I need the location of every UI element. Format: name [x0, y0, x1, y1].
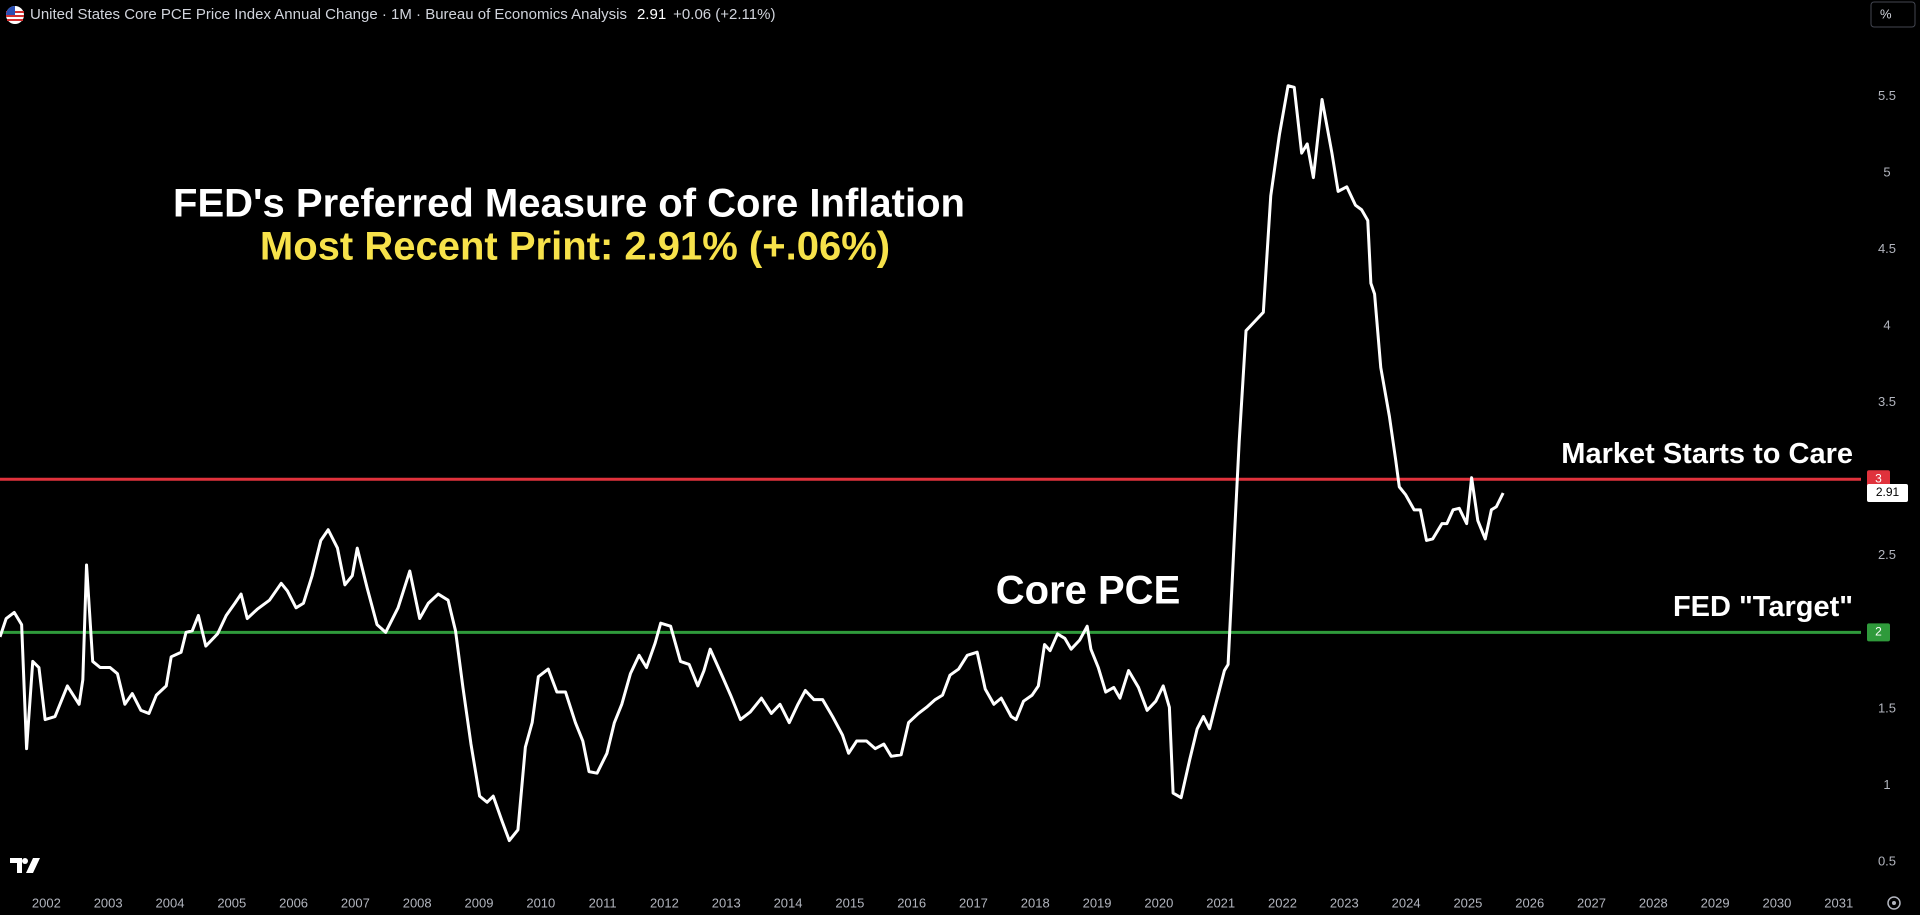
- level-badge: [1867, 470, 1890, 489]
- symbol-name: United States Core PCE Price Index Annua…: [30, 6, 627, 23]
- x-tick-label: 2014: [774, 895, 803, 910]
- x-tick-label: 2016: [897, 895, 926, 910]
- x-tick-label: 2008: [403, 895, 432, 910]
- unit-button[interactable]: %: [1870, 1, 1916, 28]
- flag-icon: [6, 6, 24, 24]
- x-tick-label: 2019: [1083, 895, 1112, 910]
- x-tick-label: 2010: [526, 895, 555, 910]
- settings-icon[interactable]: [1887, 896, 1901, 910]
- level-badge-label: 3: [1875, 471, 1882, 485]
- y-tick-label: 1.5: [1878, 700, 1896, 715]
- x-tick-label: 2009: [465, 895, 494, 910]
- price: 2.91: [637, 6, 666, 23]
- level-badge-label: 2: [1875, 624, 1882, 638]
- x-tick-label: 2022: [1268, 895, 1297, 910]
- x-tick-label: 2025: [1453, 895, 1482, 910]
- y-tick-label: 5: [1883, 164, 1890, 179]
- x-tick-label: 2018: [1021, 895, 1050, 910]
- unit-button-label[interactable]: %: [1880, 6, 1892, 21]
- x-tick-label: 2017: [959, 895, 988, 910]
- y-tick-label: 1: [1883, 777, 1890, 792]
- y-tick-label: 4.5: [1878, 241, 1896, 256]
- x-tick-label: 2003: [94, 895, 123, 910]
- x-tick-label: 2030: [1762, 895, 1791, 910]
- chart-title: FED's Preferred Measure of Core Inflatio…: [173, 182, 965, 226]
- x-tick-label: 2005: [217, 895, 246, 910]
- x-tick-label: 2027: [1577, 895, 1606, 910]
- y-tick-label: 3.5: [1878, 394, 1896, 409]
- x-tick-label: 2020: [1144, 895, 1173, 910]
- x-tick-label: 2006: [279, 895, 308, 910]
- chart-subtitle: Most Recent Print: 2.91% (+.06%): [260, 225, 890, 269]
- x-tick-label: 2013: [712, 895, 741, 910]
- level-badge: [1867, 623, 1890, 642]
- x-tick-label: 2015: [835, 895, 864, 910]
- last-value-badge: [1867, 483, 1908, 502]
- x-tick-label: 2021: [1206, 895, 1235, 910]
- x-tick-label: 2028: [1639, 895, 1668, 910]
- level-label: Market Starts to Care: [1561, 438, 1853, 470]
- x-tick-label: 2011: [589, 895, 617, 910]
- price-change: +0.06 (+2.11%): [673, 6, 775, 23]
- x-tick-label: 2023: [1330, 895, 1359, 910]
- y-tick-label: 5.5: [1878, 88, 1896, 103]
- x-tick-label: 2026: [1515, 895, 1544, 910]
- series-annotation: Core PCE: [996, 569, 1181, 613]
- unit-button-frame[interactable]: [1870, 1, 1916, 28]
- y-tick-label: 0.5: [1878, 853, 1896, 868]
- x-tick-label: 2004: [156, 895, 185, 910]
- tradingview-logo: [10, 858, 40, 873]
- x-tick-label: 2031: [1824, 895, 1853, 910]
- x-tick-label: 2029: [1701, 895, 1730, 910]
- x-tick-label: 2002: [32, 895, 61, 910]
- level-label: FED "Target": [1673, 591, 1853, 623]
- data-line: [0, 84, 1505, 843]
- y-tick-label: 2.5: [1878, 547, 1896, 562]
- x-tick-label: 2012: [650, 895, 679, 910]
- y-tick-label: 4: [1883, 318, 1890, 333]
- header: United States Core PCE Price Index Annua…: [30, 6, 775, 23]
- x-tick-label: 2024: [1392, 895, 1421, 910]
- last-value-label: 2.91: [1876, 485, 1900, 499]
- x-tick-label: 2007: [341, 895, 370, 910]
